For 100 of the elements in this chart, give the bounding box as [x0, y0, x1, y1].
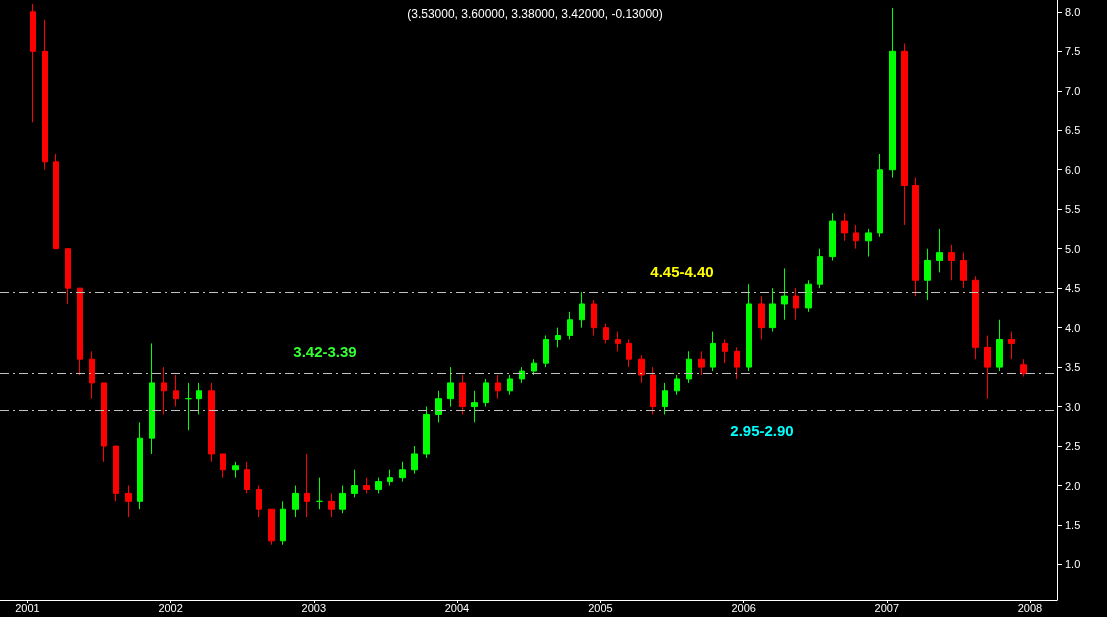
- candlestick: [316, 477, 323, 510]
- y-tick-label: 4.5: [1065, 282, 1081, 295]
- annotation: 2.95-2.90: [730, 421, 794, 439]
- candlestick: [793, 287, 799, 321]
- candlestick: [363, 477, 370, 494]
- candlestick: [734, 346, 740, 380]
- x-tick-label: 2007: [874, 601, 900, 614]
- candlestick: [626, 338, 632, 368]
- y-tick-label: 1.0: [1065, 558, 1081, 571]
- candlestick: [591, 299, 597, 337]
- y-tick-label: 2.5: [1065, 440, 1081, 453]
- x-tick-label: 2003: [301, 601, 327, 614]
- candlestick: [268, 508, 275, 546]
- candlestick: [30, 3, 36, 123]
- candlestick: [53, 153, 59, 250]
- candlestick: [960, 252, 967, 289]
- x-tick-label: 2001: [15, 601, 40, 614]
- text: (3.53000, 3.60000, 3.38000, 3.42000, -0.13000): [407, 7, 663, 21]
- candlestick: [89, 350, 95, 400]
- y-tick-label: 3.5: [1065, 361, 1081, 374]
- candlestick: [805, 279, 812, 313]
- candlestick: [817, 248, 823, 289]
- candlestick: [42, 19, 48, 171]
- candlestick: [936, 228, 943, 273]
- candlestick: [1008, 331, 1015, 360]
- candlestick: [483, 378, 489, 408]
- candlestick: [173, 374, 179, 408]
- candlestick: [459, 374, 466, 415]
- candlestick: [351, 469, 358, 498]
- candlestick: [208, 382, 215, 463]
- candlestick: [984, 335, 991, 400]
- candlestick: [769, 287, 776, 333]
- y-tick-label: 8.0: [1065, 5, 1081, 18]
- candlestick: [65, 248, 71, 305]
- y-tick-label: 1.5: [1065, 519, 1081, 531]
- candlestick: [495, 374, 501, 400]
- y-tick-label: 5.5: [1065, 203, 1081, 216]
- candlestick: [507, 374, 513, 396]
- candlestick: [292, 485, 299, 518]
- candlestick: [650, 366, 656, 415]
- x-tick-label: 2006: [731, 601, 756, 614]
- candlestick: [746, 283, 752, 372]
- x-tick-label: 2002: [158, 601, 183, 614]
- candlestick: [244, 461, 250, 494]
- candlestick: [877, 153, 883, 238]
- candlestick: [328, 492, 335, 518]
- candlestick: [615, 331, 621, 352]
- y-tick-label: 7.5: [1065, 45, 1081, 58]
- candlestick: [256, 485, 262, 518]
- candlestick: [77, 287, 83, 376]
- candlestick: [411, 445, 418, 475]
- candlestick: [758, 295, 765, 340]
- candlestick: [280, 500, 286, 546]
- candlestick: [912, 177, 919, 297]
- candlestick: [555, 327, 561, 348]
- candlestick: [185, 382, 192, 431]
- candlestick: [339, 485, 346, 514]
- candlestick: [113, 445, 119, 502]
- annotation: 4.45-4.40: [650, 262, 714, 280]
- candlestick: [674, 374, 680, 396]
- candlestick: [399, 461, 406, 483]
- candlestick: [387, 469, 393, 487]
- candlestick: [471, 390, 478, 423]
- candlestick: [137, 421, 143, 510]
- candlestick: [853, 224, 859, 250]
- y-tick-label: 4.0: [1065, 321, 1081, 334]
- candlestick: [375, 477, 382, 494]
- candlestick: [567, 311, 573, 340]
- candlestick: [161, 366, 167, 415]
- candlestick: [149, 342, 155, 455]
- x-tick-label: 2004: [444, 601, 470, 614]
- candlestick: [423, 406, 430, 459]
- candlestick: [698, 350, 705, 376]
- candlestick: [841, 212, 848, 242]
- candlestick: [519, 366, 525, 384]
- candlestick: [972, 275, 979, 360]
- candlestick: [1020, 358, 1027, 378]
- y-tick-label: 5.0: [1065, 242, 1081, 255]
- candlestick: [829, 212, 836, 262]
- candlestick: [996, 319, 1003, 372]
- candlestick: [901, 42, 908, 226]
- candlestick: [435, 390, 442, 423]
- candlestick: [101, 382, 107, 463]
- y-tick-label: 3.0: [1065, 400, 1081, 413]
- candlestick: [543, 335, 549, 368]
- candlestick: [686, 350, 692, 384]
- candlestick: [447, 366, 454, 408]
- y-tick-label: 6.0: [1065, 163, 1081, 176]
- y-tick-label: 6.5: [1065, 124, 1081, 137]
- candlestick: [710, 331, 716, 372]
- annotation: 3.42-3.39: [293, 342, 357, 360]
- candlestick: [638, 354, 645, 384]
- candlestick: [579, 291, 585, 329]
- candlestick: [924, 248, 931, 301]
- candlestick: [125, 485, 132, 518]
- x-tick-label: 2008: [1017, 601, 1043, 614]
- candlestick: [662, 382, 668, 415]
- candlestick: [196, 382, 202, 415]
- y-tick-label: 7.0: [1065, 84, 1081, 97]
- candlestick: [220, 453, 226, 479]
